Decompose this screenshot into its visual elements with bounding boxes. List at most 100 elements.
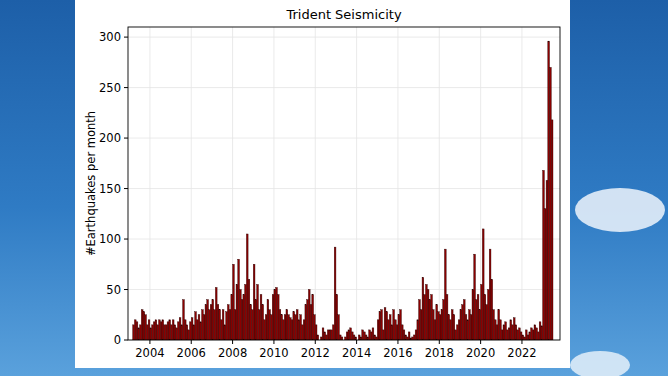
bar (141, 310, 143, 340)
bar (520, 332, 522, 340)
bar (219, 310, 221, 340)
bar (179, 318, 181, 340)
bar (338, 315, 340, 340)
bar (475, 300, 477, 340)
bar (140, 325, 142, 340)
bar (148, 320, 150, 340)
bar (234, 310, 236, 340)
bar (250, 305, 252, 340)
bar (222, 310, 224, 340)
bar (431, 295, 433, 340)
bar (188, 330, 190, 340)
bar (226, 312, 228, 340)
bar (198, 315, 200, 340)
bar (229, 310, 231, 340)
bar (239, 290, 241, 340)
bar (315, 325, 317, 340)
bar (388, 320, 390, 340)
bar (265, 315, 267, 340)
tick-label: 2008 (218, 346, 247, 360)
bar (205, 305, 207, 340)
bar (465, 315, 467, 340)
bar (281, 315, 283, 340)
bar (544, 209, 546, 340)
bar (393, 310, 395, 340)
tick-label: 0 (114, 333, 121, 347)
bar (408, 332, 410, 340)
bar (365, 335, 367, 340)
bar (477, 295, 479, 340)
grid-line (397, 27, 398, 340)
bar (484, 295, 486, 340)
tick (124, 37, 128, 38)
bar (324, 332, 326, 340)
bar (391, 325, 393, 340)
bar (133, 325, 135, 340)
bars (133, 41, 553, 340)
tick (124, 87, 128, 88)
bar (317, 335, 319, 340)
bar (396, 325, 398, 340)
bar (491, 279, 493, 340)
chart: 0501001502002503002004200620082010201220… (0, 0, 668, 376)
bar (193, 325, 195, 340)
bar (322, 328, 324, 340)
bar (284, 315, 286, 340)
bar (486, 305, 488, 340)
bar (171, 325, 173, 340)
tick (232, 340, 233, 344)
bar (157, 325, 159, 340)
bar (160, 322, 162, 340)
bar (376, 337, 378, 340)
cloud (570, 351, 630, 376)
bar (439, 315, 441, 340)
bar (152, 325, 154, 340)
plot-frame (128, 27, 560, 340)
bar (277, 295, 279, 340)
bar (270, 315, 272, 340)
tick-label: 100 (99, 232, 121, 246)
bar (551, 120, 553, 340)
bar (243, 295, 245, 340)
bar (159, 320, 161, 340)
bar (413, 335, 415, 340)
bar (255, 300, 257, 340)
bar (350, 328, 352, 340)
tick-label: 2016 (383, 346, 412, 360)
bar (501, 330, 503, 340)
tick-label: 2018 (425, 346, 454, 360)
bar (531, 328, 533, 340)
tick-label: 2022 (507, 346, 536, 360)
bar (312, 295, 314, 340)
bar (500, 320, 502, 340)
bar (351, 332, 353, 340)
bar (405, 335, 407, 340)
bar (427, 290, 429, 340)
bar (412, 337, 414, 340)
bar (358, 335, 360, 340)
bar (362, 330, 364, 340)
bar (401, 325, 403, 340)
bar (267, 300, 269, 340)
bar (264, 320, 266, 340)
bar (291, 320, 293, 340)
bar (498, 310, 500, 340)
bar (444, 249, 446, 340)
bar (300, 315, 302, 340)
bar (457, 325, 459, 340)
bar (527, 335, 529, 340)
grid-line (356, 27, 357, 340)
bar (214, 310, 216, 340)
bar (467, 320, 469, 340)
bar (534, 325, 536, 340)
bar (150, 328, 152, 340)
bar (162, 320, 164, 340)
bar (186, 325, 188, 340)
bar (276, 287, 278, 340)
bar (536, 328, 538, 340)
bar (517, 330, 519, 340)
bar (384, 308, 386, 340)
grid-line (128, 239, 560, 240)
bar (537, 332, 539, 340)
tick-label: 2006 (177, 346, 206, 360)
